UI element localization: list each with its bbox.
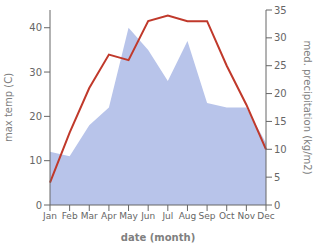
svg-text:10: 10 [274,144,287,155]
svg-text:Jul: Jul [161,211,173,221]
svg-text:15: 15 [274,116,287,127]
svg-text:Nov: Nov [238,211,256,221]
svg-text:0: 0 [274,200,280,211]
svg-text:Jan: Jan [42,211,57,221]
svg-text:30: 30 [29,67,42,78]
svg-text:Mar: Mar [81,211,98,221]
svg-text:25: 25 [274,60,287,71]
svg-text:Dec: Dec [257,211,274,221]
svg-text:5: 5 [274,172,280,183]
svg-text:0: 0 [36,200,42,211]
svg-text:Oct: Oct [219,211,235,221]
svg-text:Feb: Feb [62,211,78,221]
svg-text:10: 10 [29,155,42,166]
svg-text:20: 20 [29,111,42,122]
svg-text:max temp (C): max temp (C) [8,73,14,142]
svg-text:20: 20 [274,88,287,99]
svg-text:Apr: Apr [101,211,117,221]
svg-text:35: 35 [274,5,287,16]
svg-text:30: 30 [274,32,287,43]
svg-text:Aug: Aug [179,211,197,221]
svg-text:Jun: Jun [140,211,155,221]
svg-text:Sep: Sep [199,211,216,221]
svg-text:med. precipitation (kg/m2): med. precipitation (kg/m2) [302,40,310,174]
svg-text:May: May [119,211,138,221]
svg-text:40: 40 [29,22,42,33]
svg-text:date (month): date (month) [121,232,195,243]
